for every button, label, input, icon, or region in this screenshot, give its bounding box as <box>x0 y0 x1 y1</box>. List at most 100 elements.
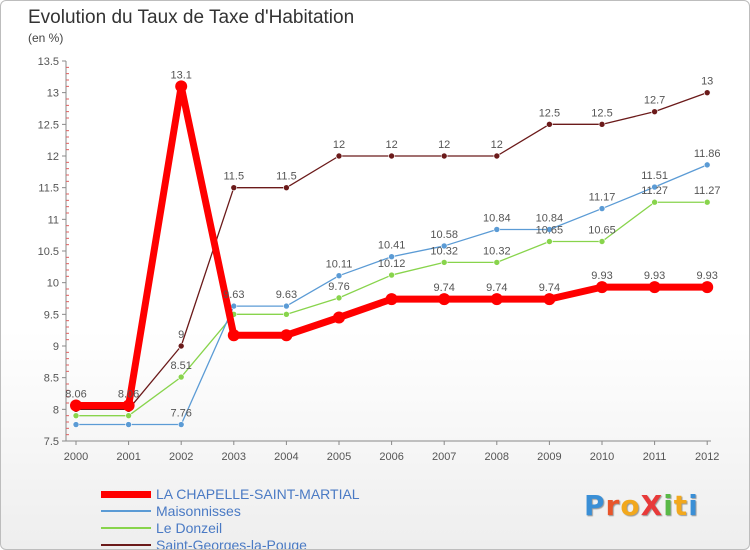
series-point-2 <box>72 412 80 419</box>
series-point-0 <box>70 399 82 412</box>
series-point-3 <box>335 152 343 160</box>
data-label-1: 10.84 <box>483 212 511 224</box>
series-point-2 <box>440 259 448 266</box>
data-label-1: 10.84 <box>536 212 564 224</box>
series-point-2 <box>703 198 711 206</box>
data-label-2: 10.32 <box>430 245 458 257</box>
data-label-0: 9.74 <box>486 282 507 294</box>
x-tick-label: 2001 <box>116 451 140 463</box>
data-label-2: 10.12 <box>378 258 406 270</box>
series-point-0 <box>385 293 398 306</box>
data-label-3: 9 <box>178 329 184 341</box>
legend-swatch-saint-georges <box>101 544 151 546</box>
data-label-2: 11.27 <box>641 185 668 197</box>
series-point-1 <box>651 183 658 191</box>
x-tick-label: 2006 <box>379 451 403 463</box>
legend-label-maisonnisses: Maisonnisses <box>156 503 241 519</box>
x-tick-label: 2007 <box>432 451 456 463</box>
series-point-3 <box>230 184 238 191</box>
series-point-1 <box>283 302 290 310</box>
series-point-1 <box>703 161 711 169</box>
series-point-0 <box>175 80 188 93</box>
legend-label-saint-georges: Saint-Georges-la-Pouge <box>156 537 307 550</box>
data-label-3: 12 <box>491 139 503 151</box>
series-point-2 <box>546 238 553 245</box>
data-label-3: 12.7 <box>644 95 665 107</box>
series-point-1 <box>72 421 80 428</box>
x-tick-label: 2003 <box>222 451 246 463</box>
series-point-0 <box>122 399 135 412</box>
y-tick-label: 12 <box>47 151 59 163</box>
series-point-1 <box>440 242 448 250</box>
data-label-1: 10.41 <box>378 240 406 252</box>
data-label-3: 12 <box>438 139 450 151</box>
series-point-3 <box>651 108 658 115</box>
y-tick-label: 11 <box>48 214 59 226</box>
y-tick-label: 8 <box>53 404 59 416</box>
legend-label-le-donzeil: Le Donzeil <box>156 520 223 536</box>
series-point-0 <box>596 281 608 294</box>
series-point-0 <box>648 281 661 294</box>
y-tick-label: 10.5 <box>38 246 59 258</box>
y-tick-label: 7.5 <box>44 436 59 448</box>
series-point-0 <box>438 293 451 306</box>
data-label-3: 12 <box>385 139 397 151</box>
series-point-3 <box>546 121 553 128</box>
data-label-3: 11.5 <box>276 171 297 183</box>
data-label-2: 8.51 <box>170 360 191 372</box>
y-tick-label: 10 <box>47 278 59 290</box>
series-point-2 <box>598 238 606 245</box>
series-point-3 <box>440 152 448 160</box>
series-point-1 <box>598 205 606 212</box>
y-tick-label: 11.5 <box>38 183 59 195</box>
series-point-3 <box>283 184 290 191</box>
proxiti-logo: ProXiti <box>584 489 699 522</box>
data-label-0: 13.1 <box>170 69 191 81</box>
data-label-3: 12.5 <box>539 107 560 119</box>
data-label-1: 11.17 <box>589 192 616 204</box>
series-point-2 <box>283 311 290 318</box>
legend-swatch-la-chapelle <box>101 491 151 498</box>
data-label-0: 8.06 <box>65 389 86 401</box>
data-label-2: 10.32 <box>483 245 511 257</box>
series-point-1 <box>546 226 553 233</box>
series-point-3 <box>598 121 606 128</box>
data-label-2: 9.76 <box>328 281 349 293</box>
data-label-0: 9.74 <box>539 282 560 294</box>
series-point-0 <box>227 329 240 342</box>
x-tick-label: 2008 <box>485 451 509 463</box>
data-label-1: 11.86 <box>694 148 721 160</box>
y-tick-label: 8.5 <box>44 373 59 385</box>
series-point-0 <box>701 281 714 294</box>
series-point-3 <box>493 152 501 160</box>
series-point-3 <box>703 89 711 96</box>
data-label-2: 11.27 <box>694 185 721 197</box>
y-tick-label: 12.5 <box>38 119 59 131</box>
data-label-1: 9.63 <box>223 289 244 301</box>
y-tick-label: 9 <box>53 341 59 353</box>
data-label-0: 8.06 <box>118 389 139 401</box>
data-label-3: 12.5 <box>591 107 612 119</box>
x-tick-label: 2002 <box>169 451 193 463</box>
y-tick-label: 13 <box>47 88 59 100</box>
series-point-0 <box>543 293 556 306</box>
series-point-1 <box>230 302 238 310</box>
x-tick-label: 2000 <box>64 451 88 463</box>
series-point-0 <box>490 293 503 306</box>
data-label-0: 9.93 <box>696 270 717 282</box>
series-point-1 <box>493 226 501 233</box>
x-tick-label: 2004 <box>274 451 298 463</box>
data-label-1: 10.11 <box>326 259 353 271</box>
legend-swatch-maisonnisses <box>101 510 151 512</box>
series-point-0 <box>333 311 345 324</box>
data-label-3: 11.5 <box>224 171 245 183</box>
x-tick-label: 2010 <box>590 451 614 463</box>
legend-swatch-le-donzeil <box>101 527 151 529</box>
series-point-2 <box>177 373 185 381</box>
series-point-2 <box>125 412 132 419</box>
series-point-1 <box>177 421 185 428</box>
y-tick-label: 13.5 <box>38 56 59 68</box>
series-point-2 <box>493 259 501 266</box>
series-point-3 <box>388 152 395 160</box>
